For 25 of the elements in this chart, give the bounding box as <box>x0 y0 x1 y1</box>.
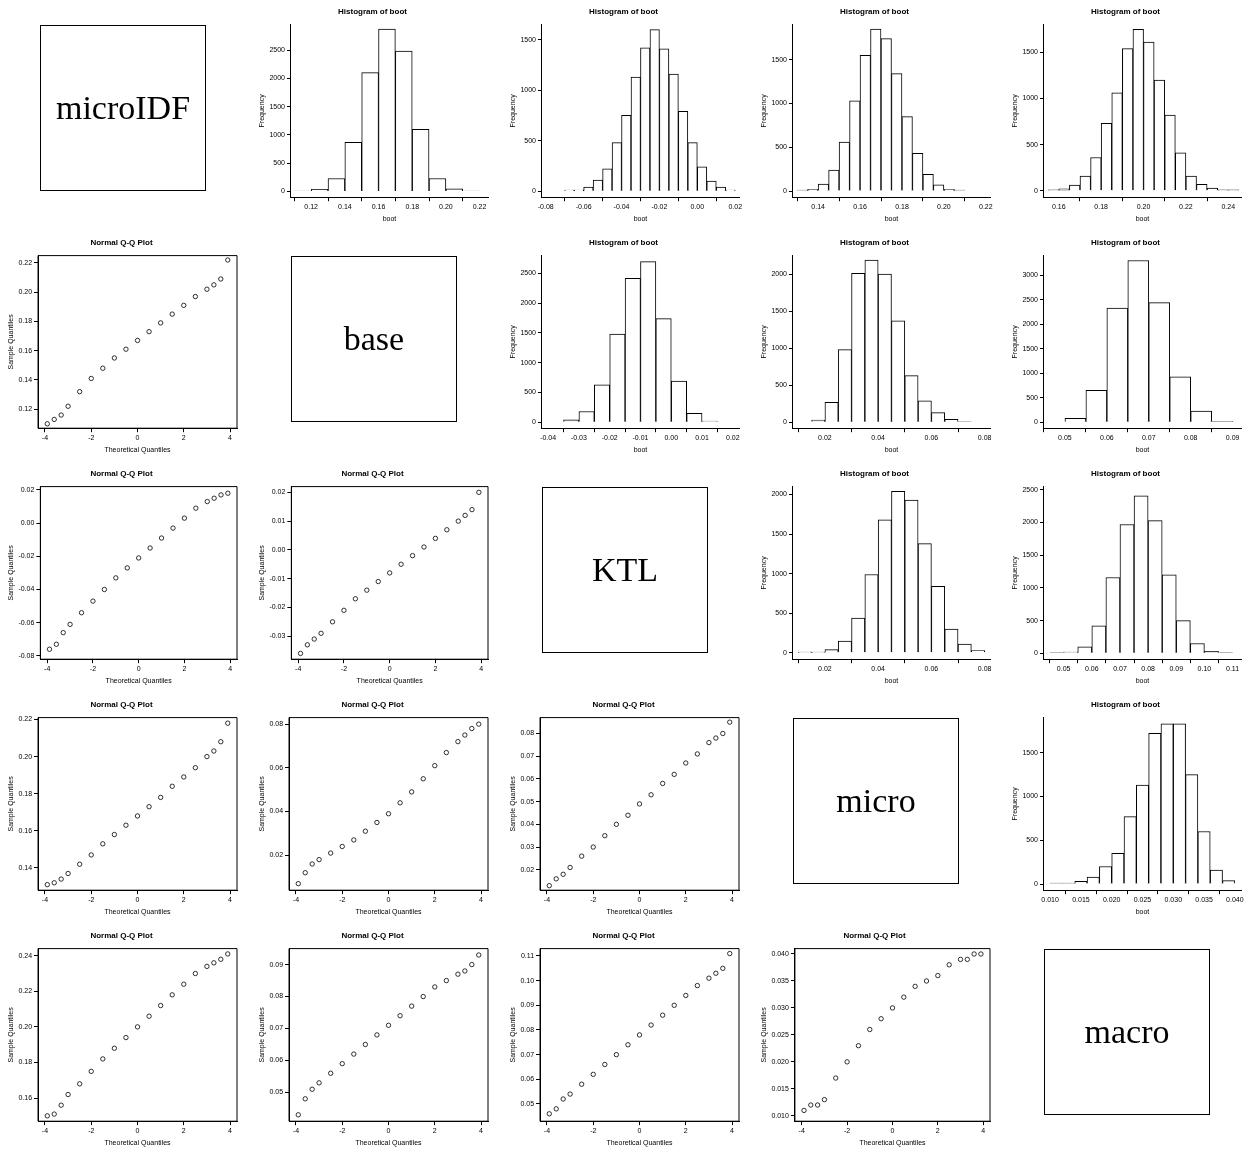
text: microIDF <box>40 25 206 191</box>
chart-title: Histogram of boot <box>840 469 910 478</box>
text: macro <box>1044 949 1210 1115</box>
chart-title: Histogram of boot <box>1091 469 1161 478</box>
text: micro <box>793 718 959 884</box>
chart-title: Histogram of boot <box>840 238 910 247</box>
chart-title: Normal Q-Q Plot <box>341 469 404 478</box>
text: KTL <box>542 487 708 653</box>
chart-title: Normal Q-Q Plot <box>341 931 404 940</box>
chart-title: Normal Q-Q Plot <box>843 931 906 940</box>
chart-title: Histogram of boot <box>589 7 659 16</box>
chart-title: Normal Q-Q Plot <box>90 238 153 247</box>
chart-title: Histogram of boot <box>1091 7 1161 16</box>
chart-title: Normal Q-Q Plot <box>592 700 655 709</box>
chart-title: Normal Q-Q Plot <box>90 931 153 940</box>
chart-title: Normal Q-Q Plot <box>90 700 153 709</box>
chart-title: Histogram of boot <box>589 238 659 247</box>
chart-title: Normal Q-Q Plot <box>592 931 655 940</box>
chart-title: Normal Q-Q Plot <box>90 469 153 478</box>
chart-title: Normal Q-Q Plot <box>341 700 404 709</box>
text: base <box>291 256 457 422</box>
chart-title: Histogram of boot <box>1091 700 1161 709</box>
chart-title: Histogram of boot <box>338 7 408 16</box>
chart-title: Histogram of boot <box>840 7 910 16</box>
chart-title: Histogram of boot <box>1091 238 1161 247</box>
